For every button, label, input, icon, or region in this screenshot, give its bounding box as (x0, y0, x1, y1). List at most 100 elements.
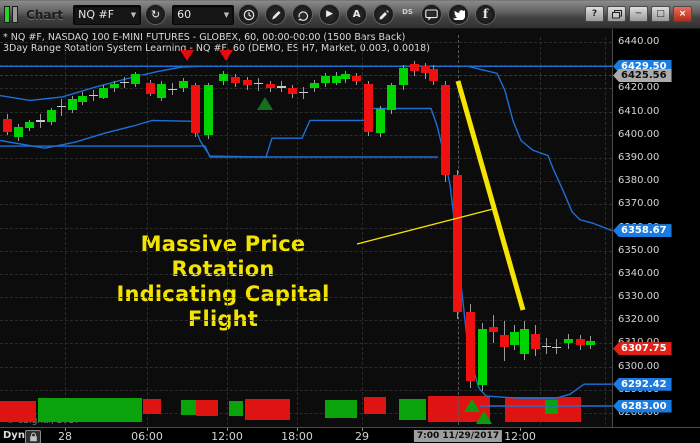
time-tick-label: 28 (58, 430, 72, 443)
grid-line-horizontal (0, 204, 612, 206)
candle (499, 334, 509, 348)
twitter-bird-icon (452, 10, 465, 20)
draw-tool-button[interactable] (265, 4, 287, 25)
play-icon: ▶ (326, 9, 334, 19)
crosshair-horizontal-line[interactable] (0, 75, 612, 76)
crosshair-time-label: 7:00 11/29/2017 (413, 430, 503, 442)
indicator-lines-layer (0, 65, 612, 407)
grid-line-vertical (227, 37, 228, 425)
facebook-button[interactable]: f (474, 4, 496, 25)
clock-icon (243, 9, 254, 20)
eraser-button[interactable] (373, 4, 395, 25)
grid-line-horizontal (0, 157, 612, 159)
candle (465, 312, 475, 382)
restore-button[interactable] (607, 6, 626, 22)
price-label-blue: 6283.00 (613, 399, 672, 413)
annotate-button[interactable]: A (346, 4, 368, 25)
price-tick-label: 6340.00 (618, 267, 660, 279)
candle (178, 80, 188, 89)
yellow-pointer-line[interactable] (356, 208, 494, 245)
dyn-toggle[interactable]: Dyn (3, 430, 25, 441)
candle (242, 79, 252, 86)
candle (98, 87, 108, 98)
paintbar-block (229, 401, 243, 416)
interval-clock-button[interactable] (238, 4, 260, 25)
comment-button[interactable] (420, 4, 442, 25)
price-tick-label: 6390.00 (618, 151, 660, 163)
maximize-button[interactable]: □ (651, 6, 670, 22)
paintbar-block (143, 399, 161, 414)
upper-band-right (467, 65, 612, 232)
candle (35, 120, 45, 122)
candle (67, 99, 77, 111)
grid-line-horizontal (0, 273, 612, 275)
share-button[interactable] (292, 4, 314, 25)
candle (488, 326, 498, 332)
price-label-gray: 6425.56 (613, 68, 672, 82)
time-tick-label: 18:00 (281, 430, 313, 443)
grid-line-vertical (540, 37, 541, 425)
symbol-dropdown[interactable]: NQ #F ▼ (73, 4, 142, 25)
candle (420, 65, 430, 73)
window-controls: ? ─ □ × (585, 6, 692, 22)
candle (145, 82, 155, 94)
grid-line-horizontal (0, 42, 612, 43)
grid-line-horizontal (0, 111, 612, 113)
minimize-button[interactable]: ─ (629, 6, 648, 22)
time-axis[interactable]: Dyn 7:00 11/29/2017 28 06:00 12:00 18:00 29 1… (0, 427, 700, 443)
price-label-blue: 6358.67 (613, 224, 672, 238)
candle (218, 73, 228, 81)
axis-lock-button[interactable] (25, 430, 41, 443)
paintbar-block (399, 399, 426, 420)
paintbar-block (181, 400, 196, 415)
time-tick-label: 06:00 (131, 430, 163, 443)
annotation-line-2: Indicating Capital Flight (116, 282, 330, 331)
window-title: Chart (26, 7, 64, 22)
grid-line-horizontal (0, 320, 612, 322)
chart-inactive-indicator (12, 6, 18, 23)
candle (130, 74, 140, 84)
speech-bubble-icon (425, 8, 438, 21)
grid-line-horizontal (0, 134, 612, 136)
refresh-arrows-icon: ↻ (151, 8, 161, 21)
chart-active-indicator (4, 6, 10, 23)
candle (585, 340, 595, 345)
candle (363, 83, 373, 133)
range-low-line-1 (0, 145, 438, 158)
window-grip (4, 6, 20, 23)
candle (452, 174, 462, 313)
yellow-trend-line[interactable] (455, 80, 526, 311)
symbol-search-button[interactable]: ↻ (145, 4, 167, 25)
interval-dropdown[interactable]: 60 ▼ (172, 4, 235, 25)
grid-line-vertical (362, 37, 363, 425)
grid-line-horizontal (0, 227, 612, 229)
candle (119, 81, 129, 84)
twitter-button[interactable] (447, 4, 469, 25)
grid-line-horizontal (0, 250, 612, 252)
paintbar-block (325, 400, 357, 418)
marker-icon (379, 9, 389, 19)
price-axis[interactable]: 6440.006430.006420.006410.006400.006390.… (613, 29, 700, 427)
candle (77, 96, 87, 102)
price-tick-label: 6330.00 (618, 291, 660, 303)
restore-icon (611, 9, 622, 18)
candle (409, 64, 419, 71)
candle (109, 83, 119, 89)
candle (331, 75, 341, 83)
candle (530, 333, 540, 349)
chevron-down-icon: ▼ (130, 10, 137, 19)
chart-plot-area[interactable]: * NQ #F, NASDAQ 100 E-MINI FUTURES - GLO… (0, 29, 613, 427)
grid-line-vertical (297, 37, 298, 425)
paintbar-block (545, 400, 558, 414)
ds-label: DS (402, 7, 413, 16)
play-button[interactable]: ▶ (319, 4, 341, 25)
help-button[interactable]: ? (585, 6, 604, 22)
grid-line-vertical (147, 37, 148, 425)
candle (287, 88, 297, 94)
close-button[interactable]: × (673, 6, 692, 22)
pencil-icon (271, 10, 281, 19)
grid-line-horizontal (0, 366, 612, 368)
grid-line-horizontal (0, 389, 612, 391)
buy-marker-icon (476, 411, 492, 424)
candle (477, 328, 487, 386)
